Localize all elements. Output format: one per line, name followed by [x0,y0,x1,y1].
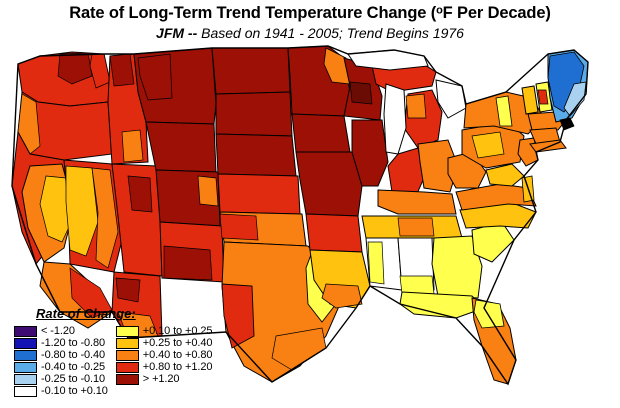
legend-item-label: -0.80 to -0.40 [41,349,106,361]
legend-item: -0.80 to -0.40 [14,349,108,361]
legend-item-label: +0.80 to +1.20 [142,361,213,373]
legend-item-label: > +1.20 [142,373,180,385]
legend-item: +0.10 to +0.25 [115,325,213,337]
region-colorado-orange [197,175,219,207]
legend-item-label: -1.20 to -0.80 [41,337,106,349]
region-wyoming [145,121,217,173]
legend-item-label: < -1.20 [41,325,75,337]
region-louisiana-south [321,283,363,309]
legend-item: -0.40 to -0.25 [14,361,108,373]
region-utah-detail [127,175,153,213]
legend-column-warm: +0.10 to +0.25 +0.25 to +0.40 +0.40 to +… [115,325,213,397]
region-missouri [295,151,363,217]
region-lake-erie-huron [435,79,467,119]
map-canvas [0,36,620,408]
legend-item-label: +0.10 to +0.25 [142,325,213,337]
region-maryland-delaware [485,163,525,187]
region-nebraska [215,133,297,177]
region-mississippi-yellow [367,241,385,285]
region-texas-west [221,283,255,349]
region-lake-michigan [383,83,407,155]
region-illinois [351,119,389,187]
region-iowa [291,113,351,153]
legend-swatch-icon [115,361,139,373]
region-new-york-yellow [495,95,513,127]
legend-swatch-icon [14,337,37,349]
legend-item: < -1.20 [14,325,108,337]
legend-swatch-icon [115,373,139,385]
legend-swatch-icon [115,325,139,337]
legend-item-label: +0.25 to +0.40 [142,337,213,349]
region-oklahoma-panhandle [219,213,259,241]
region-wisconsin-inner [349,81,373,105]
map-landmass-layer [11,45,589,386]
region-florida-north [473,299,505,329]
region-idaho-north [109,53,135,87]
legend-swatch-icon [14,385,37,397]
region-new-mexico-south [163,245,213,281]
legend-item: -0.10 to +0.10 [14,385,108,397]
region-oregon-coast [17,93,41,155]
legend-swatch-icon [14,349,37,361]
legend-swatch-icon [115,337,139,349]
region-maine-coast [563,81,587,117]
page-title: Rate of Long-Term Trend Temperature Chan… [0,3,620,23]
legend-column-cold: < -1.20 -1.20 to -0.80 -0.80 to -0.40 -0… [14,325,108,397]
region-nevada-strip [91,167,119,269]
legend-swatch-icon [14,373,37,385]
region-alabama-south [399,275,435,295]
legend-item: +0.25 to +0.40 [115,337,213,349]
legend-item-label: -0.40 to -0.25 [41,361,106,373]
region-minnesota-ne [323,47,351,85]
region-michigan-orange [405,93,427,119]
legend-item: > +1.20 [115,373,213,385]
map-legend: Rate of Change: < -1.20 -1.20 to -0.80 -… [14,306,246,404]
legend-swatch-icon [14,361,37,373]
region-new-hampshire-red [537,89,549,105]
region-washington-west [57,52,93,85]
region-indiana [387,147,425,197]
legend-item: +0.80 to +1.20 [115,361,213,373]
legend-item: +0.40 to +0.80 [115,349,213,361]
legend-item-label: +0.40 to +0.80 [142,349,213,361]
legend-swatch-icon [14,325,37,337]
region-idaho-central [121,129,144,163]
legend-item-label: -0.10 to +0.10 [41,385,108,397]
region-ohio [417,139,459,193]
region-tennessee-orange [397,217,435,237]
region-arizona-nw [115,277,141,303]
region-vermont [521,85,539,115]
region-california-socal [69,267,113,319]
region-kansas [217,173,301,215]
legend-title: Rate of Change: [36,306,136,321]
legend-item: -0.25 to -0.10 [14,373,108,385]
map-national-outline [11,45,589,386]
legend-item-label: -0.25 to -0.10 [41,373,106,385]
region-arkansas [305,213,363,253]
legend-columns: < -1.20 -1.20 to -0.80 -0.80 to -0.40 -0… [14,325,246,397]
degree-symbol: o [436,4,443,17]
region-north-dakota [211,47,291,95]
title-text-before-degree: Rate of Long-Term Trend Temperature Chan… [69,4,437,22]
legend-item: -1.20 to -0.80 [14,337,108,349]
title-text-after-degree: F Per Decade) [442,4,551,22]
region-pennsylvania-yellow [471,131,505,159]
legend-swatch-icon [115,349,139,361]
us-choropleth-map [11,45,589,386]
region-montana-west [137,53,173,101]
region-kentucky [377,189,457,215]
region-south-dakota [215,91,293,137]
